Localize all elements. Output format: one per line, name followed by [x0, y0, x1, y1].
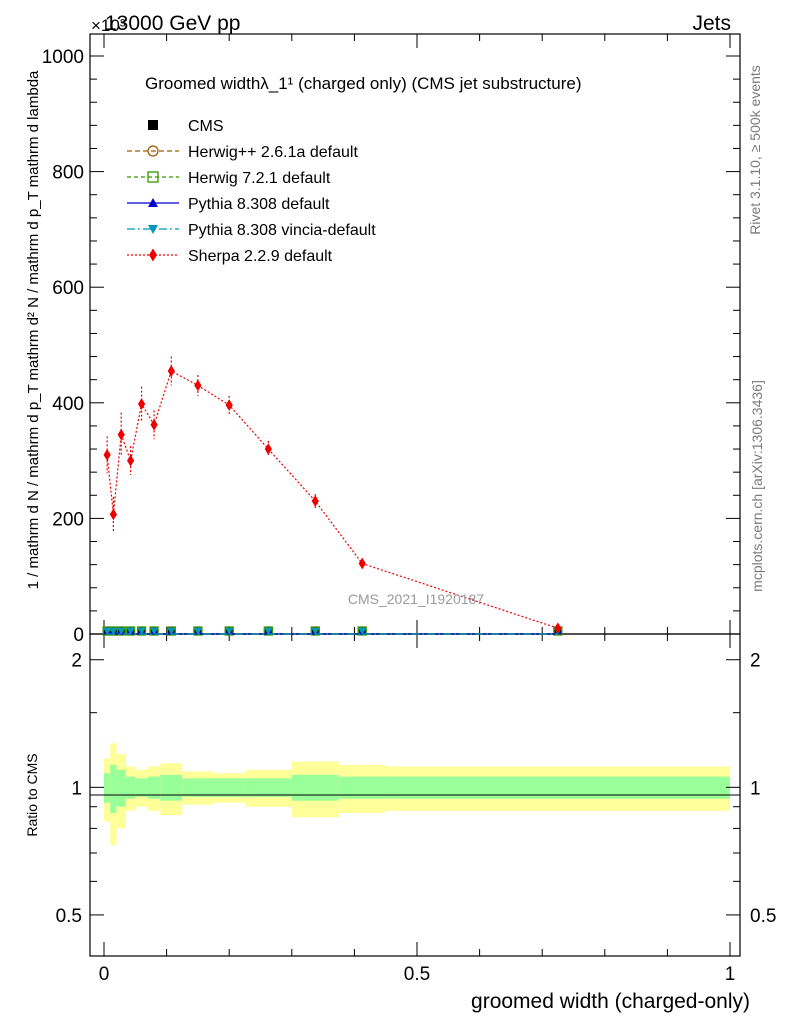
series-point	[117, 428, 125, 441]
y-tick-label: 0	[73, 625, 84, 646]
series-point	[103, 448, 111, 461]
category-label: Jets	[692, 12, 731, 35]
ratio-band-inner	[244, 778, 292, 797]
series-point	[225, 627, 234, 635]
legend-marker	[147, 171, 159, 183]
ratio-band-inner	[135, 778, 148, 797]
series-line	[106, 370, 559, 629]
ratio-tick-label: 1	[71, 778, 82, 799]
series-point	[358, 557, 366, 570]
series-point	[225, 399, 233, 411]
legend-label: CMS	[188, 118, 224, 135]
ratio-band-inner	[160, 774, 183, 801]
ratio-tick-label: 2	[71, 651, 82, 672]
axis-tick-labels: 0 200 400 600 800 1000 0 0.5 1 0.5 0.5 1 1 2 2	[42, 47, 777, 985]
series-point	[194, 379, 202, 392]
legend-marker	[148, 225, 158, 234]
ratio-band-inner	[125, 776, 136, 799]
series-point	[264, 443, 272, 455]
series-point	[127, 454, 135, 467]
y-tick-label: 800	[52, 163, 84, 184]
ratio-tick-label-right: 2	[750, 651, 761, 672]
ratio-tick-label-right: 0.5	[750, 906, 776, 927]
y-tick-label: 200	[52, 509, 84, 530]
legend-label: Sherpa 2.2.9 default	[188, 248, 333, 265]
legend-entry: Herwig++ 2.6.1a default	[127, 144, 358, 161]
analysis-watermark: CMS_2021_I1920187	[348, 591, 484, 607]
series-point	[137, 398, 146, 410]
legend-label: Herwig++ 2.6.1a default	[188, 144, 358, 161]
x-axis-label: groomed width (charged-only)	[471, 990, 750, 1013]
series-point	[125, 626, 136, 636]
mcplots-label: mcplots.cern.ch [arXiv:1306.3436]	[749, 380, 765, 592]
series-layer	[102, 356, 563, 636]
y-tick-label: 1000	[42, 47, 84, 68]
legend-marker	[149, 248, 157, 262]
ratio-band-inner	[116, 769, 126, 807]
series-point	[167, 365, 175, 377]
series-point	[358, 627, 367, 635]
y-tick-label: 600	[52, 278, 84, 299]
series-group	[103, 356, 562, 635]
series-point	[554, 622, 562, 635]
legend-marker	[147, 145, 159, 157]
y-exponent-label: ×10³	[91, 16, 126, 35]
energy-label: 13000 GeV pp	[105, 12, 240, 35]
legend-entry: Sherpa 2.2.9 default	[127, 248, 333, 265]
series-point	[193, 627, 202, 635]
ratio-y-axis-label: Ratio to CMS	[24, 753, 40, 836]
ratio-band-inner	[385, 776, 730, 799]
ratio-band-inner	[104, 773, 111, 803]
ratio-band-inner	[147, 776, 161, 799]
series-point	[264, 627, 273, 635]
series-point	[103, 627, 112, 635]
legend-marker	[148, 198, 158, 207]
legend: CMS Herwig++ 2.6.1a default Herwig 7.2.1 d…	[127, 118, 376, 265]
series-point	[126, 627, 135, 635]
y-axis-label: 1 / mathrm d N / mathrm d p_T mathrm d² …	[25, 70, 42, 589]
x-tick-label: 1	[725, 964, 736, 985]
ratio-band-inner	[182, 778, 214, 797]
legend-entry: Herwig 7.2.1 default	[127, 170, 331, 187]
series-point	[150, 418, 158, 431]
legend-label: Pythia 8.308 vincia-default	[188, 222, 376, 239]
ratio-band-inner	[291, 774, 339, 801]
legend-label: Pythia 8.308 default	[188, 196, 330, 213]
ratio-band-inner	[110, 764, 117, 813]
legend-entry: Pythia 8.308 vincia-default	[127, 222, 376, 239]
ratio-tick-label-right: 1	[750, 778, 761, 799]
series-point	[109, 508, 117, 521]
series-point	[150, 627, 159, 635]
axis-ticks	[90, 34, 740, 956]
ratio-bands	[104, 743, 730, 846]
legend-entry: Pythia 8.308 default	[127, 196, 330, 213]
legend-marker	[148, 120, 158, 130]
ratio-band-inner	[338, 776, 386, 799]
ratio-band-inner	[213, 778, 245, 797]
series-point	[167, 627, 176, 635]
series-point	[109, 627, 118, 635]
legend-label: Herwig 7.2.1 default	[188, 170, 331, 187]
series-point	[137, 627, 146, 635]
series-point	[311, 495, 319, 507]
x-tick-label: 0.5	[404, 964, 430, 985]
series-point	[117, 627, 126, 635]
chart-title: Groomed widthλ_1¹ (charged only) (CMS je…	[145, 74, 582, 93]
ratio-tick-label: 0.5	[56, 906, 82, 927]
series-group	[103, 627, 562, 635]
series-point	[311, 627, 320, 635]
rivet-label: Rivet 3.1.10, ≥ 500k events	[747, 65, 763, 235]
x-tick-label: 0	[99, 964, 110, 985]
y-tick-label: 400	[52, 394, 84, 415]
legend-entry: CMS	[148, 118, 224, 135]
